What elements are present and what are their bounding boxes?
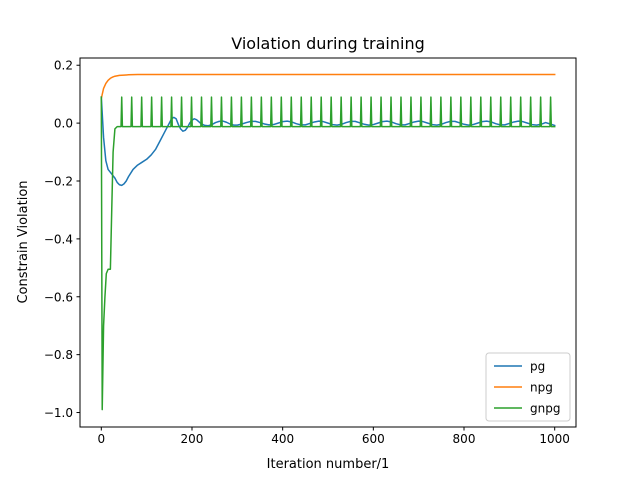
y-tick-label: −0.2 <box>44 175 73 189</box>
legend-label-pg: pg <box>530 360 545 374</box>
x-tick-label: 0 <box>97 432 105 446</box>
x-tick-label: 200 <box>181 432 204 446</box>
chart-title: Violation during training <box>231 34 425 53</box>
legend: pg npg gnpg <box>486 353 570 421</box>
y-axis-label: Constrain Violation <box>16 180 31 303</box>
y-tick-label: −1.0 <box>44 406 73 420</box>
y-tick-label: 0.2 <box>54 59 73 73</box>
x-tick-label: 1000 <box>539 432 570 446</box>
y-tick-label: −0.6 <box>44 290 73 304</box>
y-tick-label: −0.4 <box>44 232 73 246</box>
x-tick-label: 600 <box>362 432 385 446</box>
y-tick-label: 0.0 <box>54 117 73 131</box>
legend-label-gnpg: gnpg <box>530 402 560 416</box>
x-tick-label: 800 <box>453 432 476 446</box>
x-axis-label: Iteration number/1 <box>267 457 390 472</box>
legend-label-npg: npg <box>530 381 553 395</box>
x-tick-label: 400 <box>271 432 294 446</box>
y-tick-label: −0.8 <box>44 348 73 362</box>
